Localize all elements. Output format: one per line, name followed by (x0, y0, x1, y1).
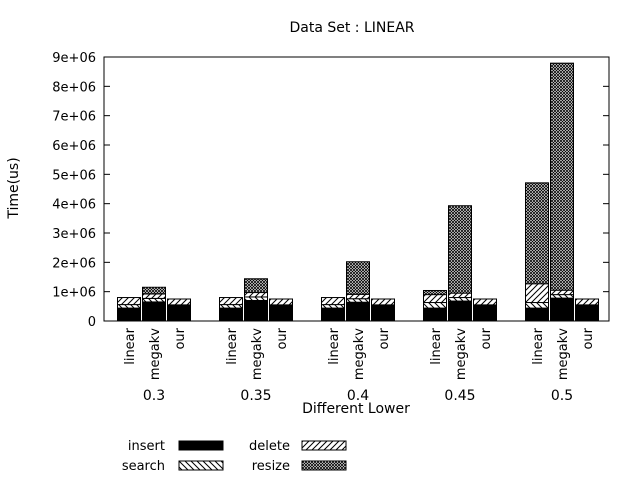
bar-label: our (479, 327, 494, 349)
legend-label-insert: insert (128, 439, 165, 454)
legend-swatch-resize (301, 460, 347, 471)
bar-segment-delete (575, 298, 599, 306)
bar-segment-search (142, 297, 166, 303)
bar-label: megakv (352, 328, 367, 380)
bar-segment-insert (525, 307, 549, 322)
bar-segment-insert (346, 301, 370, 322)
bar-segment-insert (550, 297, 574, 322)
bar-segment-resize (346, 261, 370, 295)
bar-segment-delete (473, 298, 497, 306)
group-label: 0.45 (444, 388, 475, 404)
bar-label: linear (327, 327, 342, 364)
bar-segment-insert (473, 305, 497, 322)
legend-swatch-insert (178, 440, 224, 451)
bar-segment-delete (448, 292, 472, 299)
bar-segment-delete (142, 293, 166, 299)
bar-segment-search (423, 302, 447, 309)
bar-segment-delete (321, 297, 345, 306)
bar-label: linear (531, 327, 546, 364)
bar-segment-resize (448, 205, 472, 294)
y-tick-label: 0 (88, 315, 96, 330)
y-tick-label: 5e+06 (52, 168, 96, 183)
y-axis: 0 1e+06 2e+06 3e+06 4e+06 5e+06 6e+06 7e+06 8e+0… (52, 51, 609, 330)
bar-segment-insert (575, 305, 599, 322)
bar-segment-delete (219, 297, 243, 306)
bar-segment-search (117, 304, 141, 309)
group-label: 0.3 (143, 388, 165, 404)
y-axis-label: Time(us) (6, 157, 22, 219)
y-tick-label: 8e+06 (52, 80, 96, 95)
plot-frame (103, 56, 610, 322)
bar-segment-delete (167, 298, 191, 306)
bar-segment-insert (423, 307, 447, 322)
bar-segment-delete (269, 298, 293, 306)
bar-label: our (275, 327, 290, 349)
legend-swatch-delete (301, 440, 347, 451)
legend-swatch-search (178, 460, 224, 471)
bar-segment-delete (423, 294, 447, 304)
bar-segment-delete (244, 292, 268, 298)
bar-segment-search (525, 302, 549, 309)
y-tick-label: 4e+06 (52, 198, 96, 213)
group-label: 0.4 (347, 388, 369, 404)
y-tick-label: 1e+06 (52, 286, 96, 301)
y-tick-label: 3e+06 (52, 227, 96, 242)
group-label: 0.5 (551, 388, 573, 404)
chart-title: Data Set : LINEAR (289, 20, 414, 36)
bar-segment-delete (117, 297, 141, 306)
group-label: 0.35 (240, 388, 271, 404)
bar-segment-insert (167, 305, 191, 322)
bar-segment-insert (321, 307, 345, 322)
bar-segment-resize (142, 286, 166, 295)
bar-segment-insert (219, 307, 243, 322)
bar-segment-insert (244, 299, 268, 322)
bar-segment-search (244, 296, 268, 301)
bar-segment-search (321, 304, 345, 309)
bar-segment-insert (371, 305, 395, 322)
bar-segment-delete (550, 289, 574, 296)
bar-segment-search (550, 294, 574, 299)
bar-segment-resize (244, 278, 268, 294)
x-axis-label: Different Lower (302, 401, 410, 417)
y-tick-label: 6e+06 (52, 139, 96, 154)
bar-segment-delete (371, 298, 395, 306)
bar-label: linear (123, 327, 138, 364)
bar-segment-resize (423, 289, 447, 296)
bar-label: our (581, 327, 596, 349)
bars-layer (117, 62, 599, 322)
legend-label-delete: delete (249, 439, 290, 454)
legend: insert search delete resize (122, 439, 347, 474)
y-tick-label: 2e+06 (52, 256, 96, 271)
x-labels-layer: linear megakv our 0.3 linear megakv our 0.35 lin… (123, 327, 596, 404)
bar-label: megakv (556, 328, 571, 380)
bar-segment-insert (117, 307, 141, 322)
bar-label: megakv (250, 328, 265, 380)
bar-segment-resize (525, 182, 549, 285)
bar-label: linear (429, 327, 444, 364)
bar-segment-search (448, 297, 472, 302)
bar-segment-resize (550, 62, 574, 291)
y-tick-label: 7e+06 (52, 110, 96, 125)
legend-label-resize: resize (252, 459, 290, 474)
legend-label-search: search (122, 459, 165, 474)
bar-segment-search (346, 298, 370, 303)
bar-label: megakv (148, 328, 163, 380)
bar-segment-insert (448, 300, 472, 322)
bar-segment-insert (142, 301, 166, 322)
y-tick-label: 9e+06 (52, 51, 96, 66)
bar-label: megakv (454, 328, 469, 380)
bar-segment-search (219, 304, 243, 309)
bar-segment-delete (346, 293, 370, 300)
bar-segment-insert (269, 305, 293, 322)
bar-label: our (377, 327, 392, 349)
bar-segment-delete (525, 283, 549, 304)
bar-label: linear (225, 327, 240, 364)
bar-label: our (173, 327, 188, 349)
